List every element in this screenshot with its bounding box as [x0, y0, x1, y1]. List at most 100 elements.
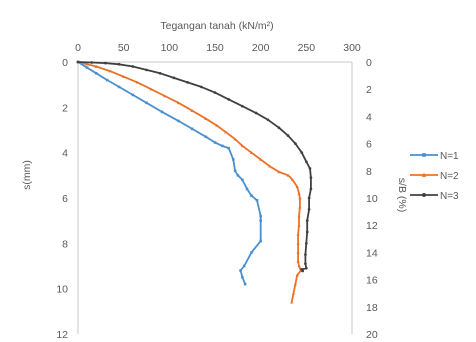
data-point — [296, 259, 300, 263]
data-point — [304, 160, 308, 164]
y2-tick-label: 0 — [366, 57, 372, 69]
series-n3 — [76, 60, 313, 273]
data-point — [236, 174, 240, 177]
y-tick-label: 10 — [56, 284, 68, 296]
y-tick-labels: 0 2 4 6 8 10 12 — [56, 57, 68, 341]
x-tick-label: 0 — [75, 42, 81, 54]
data-point — [242, 264, 246, 268]
data-point — [307, 196, 311, 200]
data-point — [277, 170, 281, 174]
data-point — [297, 191, 301, 195]
data-point — [241, 276, 244, 279]
data-point — [307, 207, 311, 211]
y2-tick-label: 20 — [366, 329, 378, 341]
data-point — [254, 111, 258, 115]
data-point — [215, 123, 219, 127]
data-point — [297, 214, 301, 218]
data-point — [301, 269, 305, 273]
data-point — [266, 118, 270, 122]
y2-tick-label: 18 — [366, 302, 378, 314]
data-point — [297, 264, 301, 268]
data-point — [131, 93, 135, 97]
data-point — [85, 66, 89, 69]
legend-item: N=2 — [410, 171, 459, 182]
data-point — [305, 219, 309, 223]
x-tick-label: 300 — [343, 42, 361, 54]
data-point — [298, 205, 302, 209]
data-point — [259, 214, 262, 218]
data-point — [259, 157, 263, 161]
data-point — [255, 198, 259, 202]
y2-tick-label: 12 — [366, 220, 378, 232]
data-point — [291, 178, 295, 182]
data-point — [190, 127, 194, 131]
data-point — [294, 142, 297, 145]
data-point — [90, 61, 94, 64]
data-point — [233, 137, 237, 141]
data-point — [249, 151, 254, 154]
y2-tick-label: 16 — [366, 275, 378, 287]
data-point — [300, 151, 304, 155]
data-point — [160, 110, 164, 114]
data-point — [172, 76, 176, 80]
legend-label: N=1 — [440, 151, 459, 162]
data-point — [135, 80, 139, 84]
x-axis-title: Tegangan tanah (kN/m²) — [160, 20, 273, 32]
data-point — [190, 109, 194, 113]
x-tick-label: 100 — [161, 42, 179, 54]
data-point — [145, 101, 148, 105]
legend-item: N=1 — [410, 151, 459, 162]
data-point — [308, 167, 312, 170]
y-axis-title: s(mm) — [21, 160, 33, 190]
data-point — [239, 269, 242, 272]
series-n1 — [76, 60, 262, 286]
data-point — [122, 75, 126, 79]
data-point — [286, 173, 290, 177]
y2-tick-labels: 0 2 4 6 8 10 12 14 16 18 20 — [366, 57, 378, 341]
y-tick-label: 4 — [62, 148, 68, 160]
y-tick-label: 0 — [62, 57, 68, 69]
legend: N=1 N=2 N=3 — [410, 151, 459, 202]
y-tick-label: 2 — [62, 102, 68, 114]
data-point — [117, 62, 121, 66]
data-point — [296, 241, 300, 245]
data-point — [231, 158, 235, 161]
data-point — [105, 78, 109, 82]
data-point — [213, 141, 217, 144]
x-tick-labels: 0 50 100 150 200 250 300 — [75, 42, 361, 54]
data-point — [227, 98, 231, 101]
data-point — [304, 241, 308, 245]
data-point — [243, 282, 247, 286]
data-point — [245, 187, 249, 191]
legend-item: N=3 — [410, 191, 459, 202]
data-point — [268, 164, 272, 168]
data-point — [149, 87, 153, 91]
plot-series — [76, 60, 313, 304]
data-point — [94, 72, 98, 75]
data-point — [221, 144, 224, 148]
data-point — [94, 64, 98, 68]
data-point — [259, 219, 262, 222]
y-tick-label: 8 — [62, 238, 68, 250]
data-point — [309, 176, 313, 179]
data-point — [296, 232, 300, 236]
data-point — [295, 185, 299, 188]
data-point — [240, 144, 244, 148]
data-point — [309, 187, 313, 191]
data-point — [233, 169, 237, 173]
legend-label: N=2 — [440, 171, 459, 182]
data-point — [295, 273, 299, 277]
data-point — [186, 81, 189, 84]
data-point — [104, 61, 107, 65]
y-tick-label: 6 — [62, 193, 68, 205]
y2-tick-label: 4 — [366, 111, 372, 123]
data-point — [176, 101, 181, 105]
data-point — [158, 71, 162, 75]
data-point — [227, 146, 230, 150]
data-point — [293, 282, 297, 286]
data-point — [204, 117, 208, 120]
data-point — [422, 153, 426, 157]
series-n2 — [76, 60, 303, 304]
